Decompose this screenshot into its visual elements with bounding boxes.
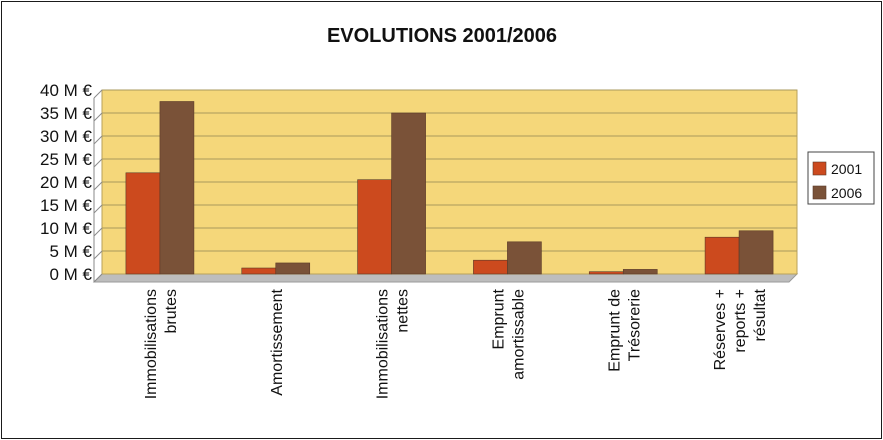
- y-tick-mark: [93, 89, 103, 99]
- y-tick-label: 40 M €: [40, 81, 93, 100]
- y-tick-mark: [93, 158, 103, 168]
- bar: [622, 269, 658, 275]
- legend-label: 2006: [831, 185, 862, 201]
- x-tick-label: Amortissement: [269, 288, 286, 395]
- bar: [275, 262, 311, 275]
- y-tick-label: 0 M €: [49, 265, 92, 284]
- y-tick-mark: [93, 135, 103, 145]
- plot-floor: [92, 273, 799, 283]
- legend-label: 2001: [831, 161, 862, 177]
- chart-title: EVOLUTIONS 2001/2006: [327, 25, 557, 47]
- bar: [704, 236, 740, 275]
- x-tick-label: amortissable: [510, 289, 527, 380]
- x-tick-label: Immobilisations: [143, 289, 160, 399]
- y-tick-mark: [93, 204, 103, 214]
- bar: [473, 259, 508, 275]
- y-tick-mark: [93, 250, 103, 260]
- bar: [507, 241, 542, 275]
- legend-swatch: [812, 161, 827, 176]
- y-tick-mark: [93, 273, 103, 283]
- legend-swatch: [812, 185, 827, 200]
- x-tick-label: nettes: [395, 289, 412, 333]
- bar: [391, 112, 426, 275]
- plot-area: 0 M € 5 M € 10 M € 15 M € 20 M € 25 M € 30 M €…: [40, 81, 799, 399]
- bar: [125, 172, 161, 275]
- bar: [241, 267, 277, 275]
- x-tick-label: résultat: [752, 288, 769, 341]
- bar: [159, 101, 195, 275]
- y-tick-label: 15 M €: [40, 196, 93, 215]
- y-tick-label: 10 M €: [40, 219, 93, 238]
- y-tick-label: 20 M €: [40, 173, 93, 192]
- y-tick-label: 35 M €: [40, 104, 93, 123]
- bar: [588, 271, 624, 275]
- legend: 2001 2006: [807, 151, 875, 205]
- y-tick-label: 25 M €: [40, 150, 93, 169]
- y-tick-label: 30 M €: [40, 127, 93, 146]
- x-tick-label: Immobilisations: [375, 289, 392, 399]
- x-tick-label: reports +: [732, 289, 749, 353]
- x-tick-label: brutes: [163, 289, 180, 333]
- bar: [738, 230, 774, 275]
- y-tick-label: 5 M €: [49, 242, 92, 261]
- y-tick-mark: [93, 227, 103, 237]
- x-tick-label: Emprunt: [490, 288, 507, 349]
- x-tick-label: Trésorerie: [626, 289, 643, 361]
- y-tick-mark: [93, 181, 103, 191]
- y-tick-mark: [93, 112, 103, 122]
- bar: [357, 179, 392, 275]
- x-tick-label: Emprunt de: [606, 289, 623, 372]
- x-tick-label: Réserves +: [712, 289, 729, 370]
